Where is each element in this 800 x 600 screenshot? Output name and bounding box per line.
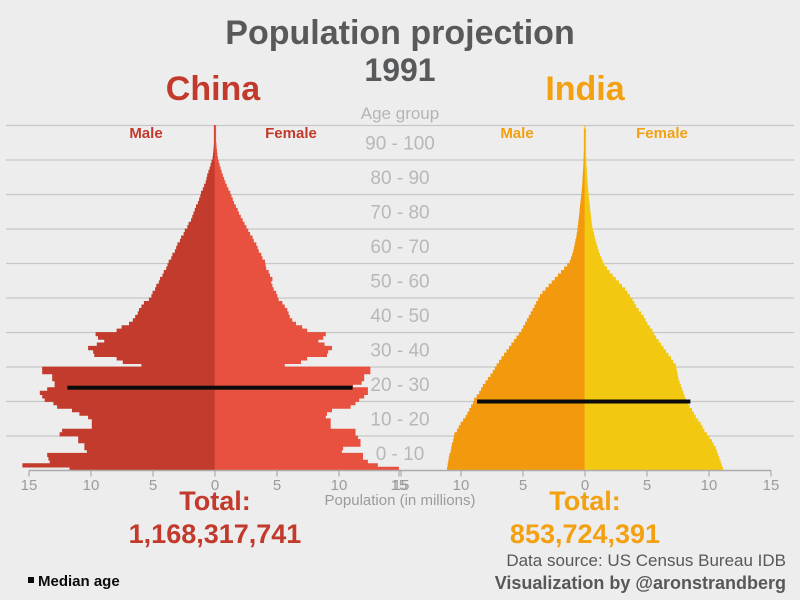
india-x-axis: 15 10 5 0 5 10 15 bbox=[391, 469, 780, 494]
india-total-label: Total: bbox=[549, 486, 620, 516]
median-age-legend-swatch bbox=[28, 577, 34, 583]
age-label-50-60: 50 - 60 bbox=[370, 271, 429, 292]
data-source-note: Data source: US Census Bureau IDB bbox=[506, 551, 786, 570]
visualization-credit: Visualization by @aronstrandberg bbox=[495, 573, 786, 593]
age-label-80-90: 80 - 90 bbox=[370, 168, 429, 189]
china-median-age-line bbox=[67, 385, 353, 390]
age-group-axis-title: Age group bbox=[361, 104, 439, 123]
chart-year: 1991 bbox=[364, 52, 435, 88]
x-tick-label: 15 bbox=[393, 477, 410, 494]
china-female-bars bbox=[214, 125, 399, 471]
india-female-bars bbox=[584, 125, 723, 471]
china-pyramid bbox=[22, 125, 399, 471]
india-male-bars bbox=[447, 125, 586, 471]
india-female-label: Female bbox=[636, 125, 688, 142]
age-label-60-70: 60 - 70 bbox=[370, 237, 429, 258]
china-male-label: Male bbox=[129, 125, 162, 142]
china-heading: China bbox=[166, 70, 262, 108]
x-tick-label: 5 bbox=[519, 477, 527, 494]
x-tick-label: 10 bbox=[453, 477, 470, 494]
age-label-70-80: 70 - 80 bbox=[370, 202, 429, 223]
india-heading: India bbox=[545, 70, 625, 108]
x-tick-label: 0 bbox=[581, 477, 589, 494]
china-total-value: 1,168,317,741 bbox=[129, 519, 302, 549]
india-total-value: 853,724,391 bbox=[510, 519, 660, 549]
x-tick-label: 5 bbox=[273, 477, 281, 494]
x-axis-title: Population (in millions) bbox=[325, 492, 476, 509]
x-tick-label: 5 bbox=[643, 477, 651, 494]
x-tick-label: 0 bbox=[211, 477, 219, 494]
age-label-90-100: 90 - 100 bbox=[365, 133, 435, 154]
india-male-label: Male bbox=[500, 125, 533, 142]
age-label-10-20: 10 - 20 bbox=[370, 409, 429, 430]
age-label-20-30: 20 - 30 bbox=[370, 375, 429, 396]
median-age-legend-label: Median age bbox=[38, 573, 120, 590]
india-median-age-line bbox=[477, 399, 691, 404]
china-female-label: Female bbox=[265, 125, 317, 142]
x-tick-label: 10 bbox=[83, 477, 100, 494]
x-tick-label: 15 bbox=[391, 477, 408, 494]
age-label-40-50: 40 - 50 bbox=[370, 306, 429, 327]
x-tick-label: 10 bbox=[701, 477, 718, 494]
china-x-axis: 15 10 5 0 5 10 15 bbox=[21, 469, 410, 494]
age-label-30-40: 30 - 40 bbox=[370, 340, 429, 361]
x-tick-label: 15 bbox=[21, 477, 38, 494]
x-tick-label: 5 bbox=[149, 477, 157, 494]
chart-title: Population projection bbox=[225, 14, 574, 52]
china-male-bars bbox=[22, 125, 216, 471]
india-pyramid bbox=[447, 125, 723, 471]
x-tick-label: 15 bbox=[763, 477, 780, 494]
china-total-label: Total: bbox=[179, 486, 250, 516]
age-label-0-10: 0 - 10 bbox=[376, 444, 425, 465]
x-tick-label: 10 bbox=[331, 477, 348, 494]
